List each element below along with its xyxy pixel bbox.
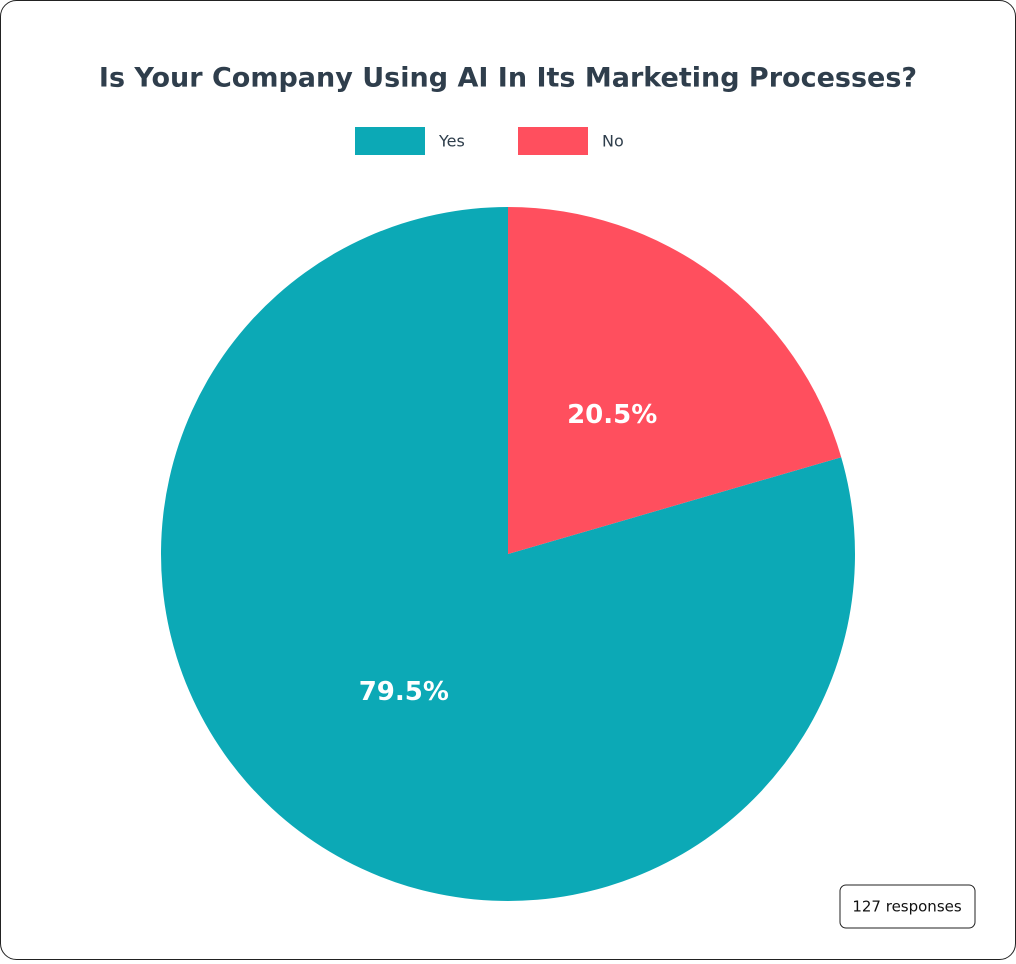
slice-label: 20.5% bbox=[567, 400, 657, 430]
pie-slice bbox=[508, 207, 842, 554]
slice-label: 79.5% bbox=[359, 677, 449, 707]
legend-swatch bbox=[355, 127, 425, 155]
annotation-box bbox=[839, 884, 976, 929]
legend-swatch bbox=[518, 127, 588, 155]
legend-label: No bbox=[602, 132, 624, 151]
chart-title: Is Your Company Using AI In Its Marketin… bbox=[99, 63, 917, 94]
legend-label: Yes bbox=[438, 132, 465, 151]
annotation: 127 responses bbox=[852, 898, 962, 916]
